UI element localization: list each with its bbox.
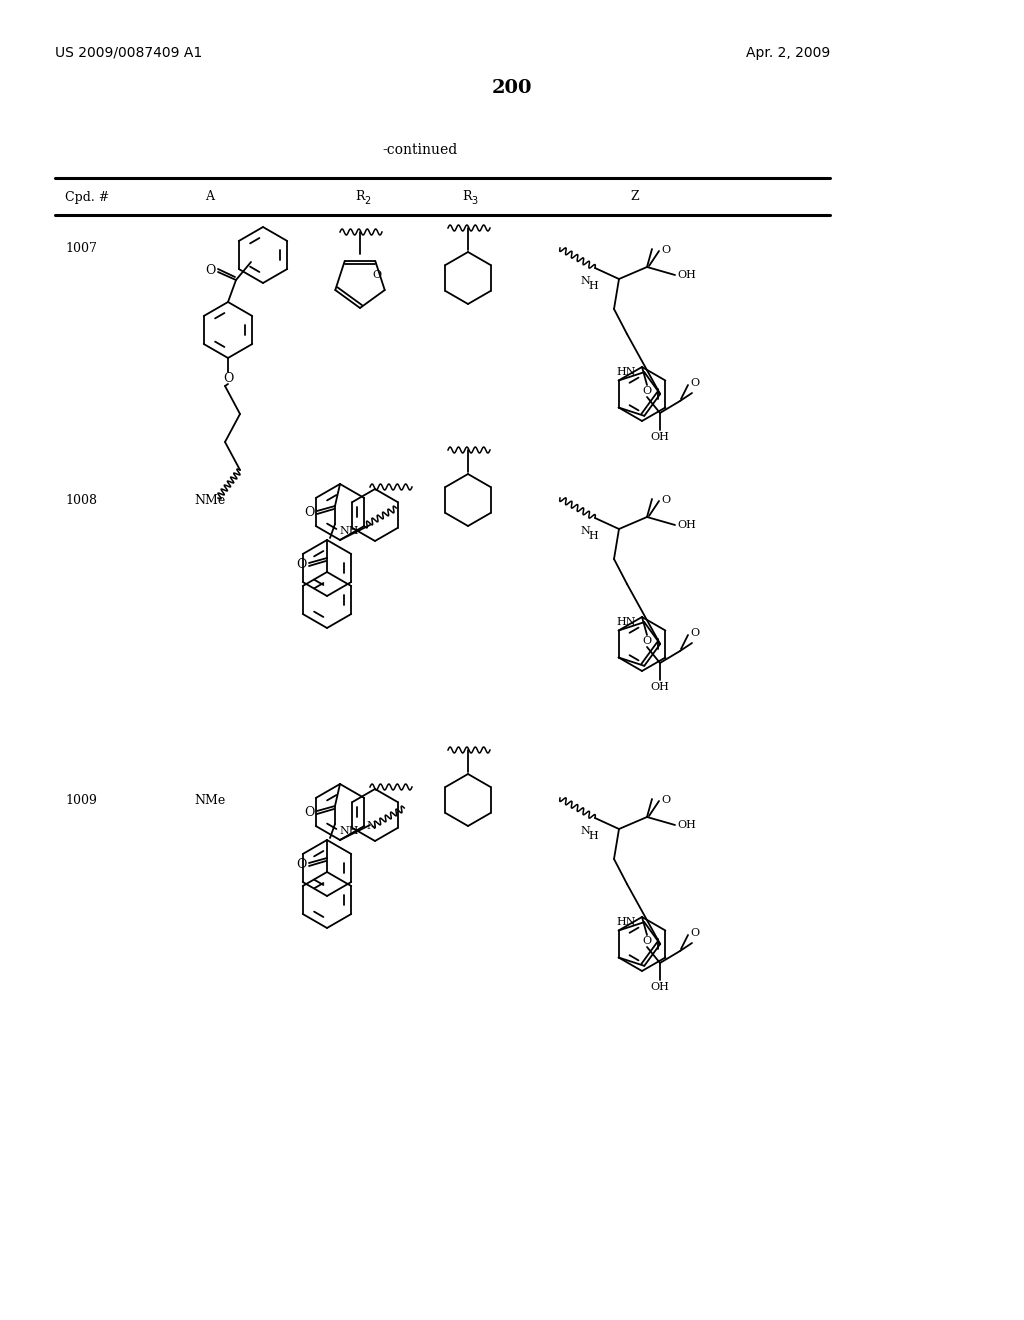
- Text: OH: OH: [650, 682, 670, 692]
- Text: H: H: [588, 281, 598, 290]
- Text: N: N: [581, 525, 590, 536]
- Text: 2: 2: [364, 195, 371, 206]
- Text: NH: NH: [339, 525, 358, 536]
- Text: O: O: [304, 506, 314, 519]
- Text: O: O: [690, 628, 699, 638]
- Text: OH: OH: [677, 820, 696, 830]
- Text: O: O: [205, 264, 215, 277]
- Text: Apr. 2, 2009: Apr. 2, 2009: [745, 46, 830, 59]
- Text: NMe: NMe: [195, 494, 225, 507]
- Text: O: O: [642, 385, 651, 396]
- Text: 1007: 1007: [65, 242, 97, 255]
- Text: OH: OH: [677, 520, 696, 531]
- Text: OH: OH: [677, 271, 696, 280]
- Text: O: O: [296, 557, 306, 570]
- Text: OH: OH: [650, 432, 670, 442]
- Text: O: O: [304, 805, 314, 818]
- Text: O: O: [373, 271, 382, 281]
- Text: N: N: [581, 276, 590, 286]
- Text: Cpd. #: Cpd. #: [65, 190, 110, 203]
- Text: R: R: [355, 190, 365, 203]
- Text: O: O: [662, 246, 670, 255]
- Text: HN: HN: [616, 618, 636, 627]
- Text: 3: 3: [471, 195, 477, 206]
- Text: NMe: NMe: [195, 793, 225, 807]
- Text: R: R: [462, 190, 471, 203]
- Text: Z: Z: [631, 190, 639, 203]
- Text: O: O: [296, 858, 306, 870]
- Text: -continued: -continued: [382, 143, 458, 157]
- Text: OH: OH: [650, 982, 670, 993]
- Text: O: O: [223, 371, 233, 384]
- Text: O: O: [642, 636, 651, 645]
- Text: 200: 200: [492, 79, 532, 96]
- Text: A: A: [206, 190, 214, 203]
- Text: 1009: 1009: [65, 793, 97, 807]
- Text: H: H: [588, 531, 598, 541]
- Text: H: H: [588, 832, 598, 841]
- Text: O: O: [642, 936, 651, 946]
- Text: 1008: 1008: [65, 494, 97, 507]
- Text: O: O: [662, 795, 670, 805]
- Text: O: O: [690, 378, 699, 388]
- Text: N: N: [367, 821, 376, 832]
- Text: O: O: [690, 928, 699, 939]
- Text: NH: NH: [339, 826, 358, 836]
- Text: O: O: [662, 495, 670, 506]
- Text: US 2009/0087409 A1: US 2009/0087409 A1: [55, 46, 203, 59]
- Text: HN: HN: [616, 367, 636, 378]
- Text: HN: HN: [616, 917, 636, 927]
- Text: N: N: [581, 826, 590, 836]
